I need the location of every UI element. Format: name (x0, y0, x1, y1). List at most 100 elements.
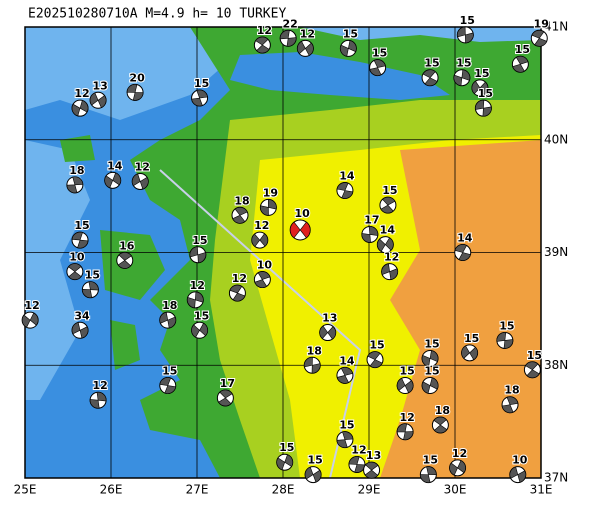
beachball (361, 225, 379, 243)
depth-label: 12 (300, 27, 315, 40)
beachball-quadrant (471, 80, 489, 96)
lat-tick-label: 37N (544, 471, 568, 485)
depth-label: 15 (474, 67, 489, 80)
beachball (296, 39, 314, 57)
lat-tick-label: 39N (544, 245, 568, 259)
beachball-quadrant (454, 244, 471, 261)
beachball (304, 466, 322, 484)
beachball-quadrant (531, 30, 548, 47)
beachball (319, 324, 337, 342)
beachball (289, 219, 311, 241)
beachball (511, 55, 529, 73)
depth-label: 15 (460, 14, 475, 27)
depth-label: 10 (69, 251, 85, 264)
depth-label: 18 (162, 299, 177, 312)
depth-label: 19 (534, 17, 549, 30)
beachball-quadrant (191, 322, 208, 338)
beachball (71, 99, 89, 117)
depth-label: 15 (478, 87, 493, 100)
beachball (253, 271, 271, 289)
beachball (381, 263, 399, 281)
depth-label: 14 (380, 224, 396, 237)
depth-label: 20 (129, 71, 145, 84)
beachball (191, 89, 209, 107)
beachball-quadrant (380, 196, 396, 214)
beachball-quadrant (512, 55, 529, 73)
depth-label: 18 (307, 344, 322, 357)
depth-label: 14 (339, 169, 355, 182)
depth-label: 15 (399, 365, 414, 378)
depth-label: 15 (343, 27, 358, 40)
beachball-quadrant (421, 350, 439, 367)
beachball (421, 69, 439, 87)
beachball-quadrant (82, 281, 99, 298)
beachball-quadrant (71, 100, 89, 117)
depth-label: 15 (74, 219, 89, 232)
beachball-quadrant (457, 26, 474, 44)
depth-label: 12 (399, 411, 414, 424)
beachball (431, 416, 449, 434)
beachball-quadrant (419, 466, 437, 483)
depth-label: 10 (295, 207, 311, 220)
beachball (89, 391, 107, 409)
depth-label: 15 (279, 441, 294, 454)
beachball-quadrant (159, 377, 177, 394)
beachball (461, 344, 479, 362)
beachball (231, 206, 249, 224)
depth-label: 15 (369, 339, 384, 352)
depth-label: 18 (234, 194, 249, 207)
beachball-quadrant (21, 312, 39, 328)
beachball (228, 284, 246, 302)
depth-label: 15 (162, 365, 177, 378)
depth-label: 14 (457, 232, 473, 245)
beachball (186, 291, 204, 309)
lat-tick-label: 41N (544, 20, 568, 34)
beachball (454, 244, 472, 261)
beachball-quadrant (126, 84, 144, 101)
beachball (366, 351, 384, 369)
depth-label: 13 (92, 79, 107, 92)
depth-label: 34 (74, 309, 90, 322)
beachball-quadrant (336, 182, 354, 199)
beachball-quadrant (525, 361, 540, 379)
beachball (496, 331, 514, 349)
beachball-quadrant (421, 377, 439, 394)
depth-label: 15 (423, 454, 438, 467)
beachball-quadrant (449, 460, 466, 476)
depth-label: 15 (527, 349, 542, 362)
beachball-quadrant (89, 391, 107, 409)
beachball-quadrant (191, 89, 208, 107)
beachball-quadrant (475, 99, 492, 117)
beachball-quadrant (66, 176, 84, 194)
beachball-quadrant (361, 226, 379, 243)
depth-label: 12 (351, 443, 366, 456)
beachball (523, 361, 541, 379)
beachball (159, 311, 177, 329)
beachball-quadrant (304, 466, 322, 483)
depth-label: 10 (257, 259, 273, 272)
beachball (71, 321, 89, 339)
beachball (71, 231, 89, 249)
beachball-quadrant (303, 356, 321, 374)
beachball (104, 171, 122, 189)
lat-tick-label: 38N (544, 358, 568, 372)
depth-label: 12 (232, 272, 247, 285)
beachball-quadrant (501, 396, 519, 413)
lon-tick-label: 29E (358, 483, 381, 497)
depth-label: 12 (452, 447, 467, 460)
beachball (131, 172, 149, 190)
depth-label: 18 (504, 384, 519, 397)
beachball-quadrant (340, 40, 357, 57)
beachball (159, 377, 177, 395)
beachball (530, 29, 548, 47)
depth-label: 12 (74, 87, 89, 100)
beachball (421, 349, 439, 367)
beachball (348, 455, 366, 473)
depth-label: 12 (25, 299, 40, 312)
depth-label: 15 (424, 337, 439, 350)
beachball-quadrant (279, 30, 297, 47)
beachball-quadrant (367, 351, 383, 368)
depth-label: 15 (424, 57, 439, 70)
beachball (89, 91, 107, 109)
beachball (21, 311, 39, 329)
